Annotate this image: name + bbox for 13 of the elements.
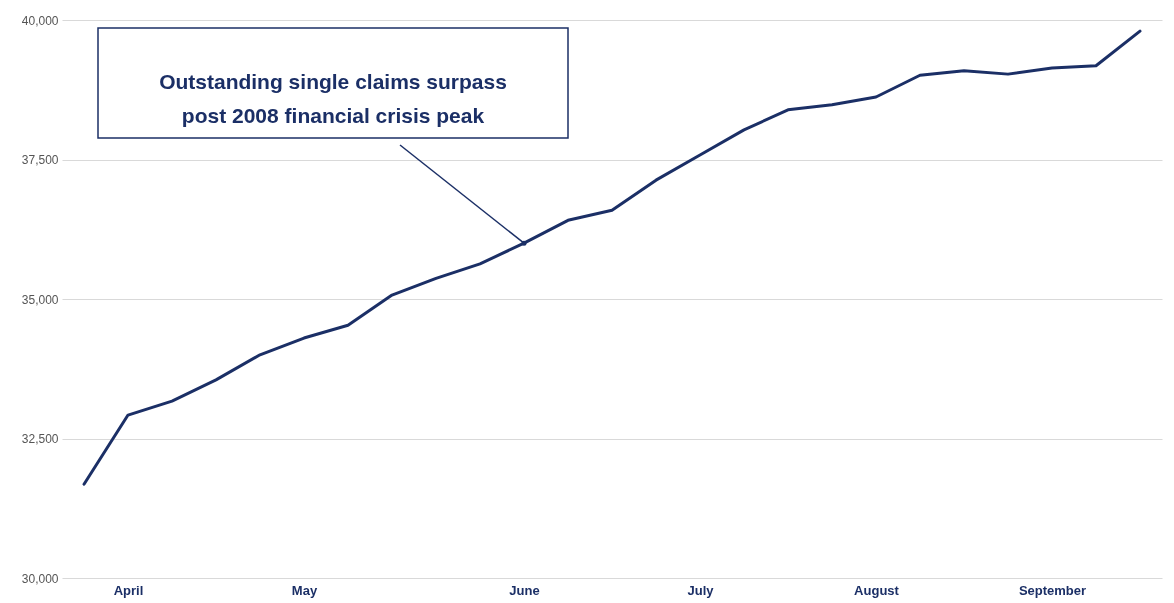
annotation: Outstanding single claims surpass post 2008 financial crisis peak (159, 70, 507, 127)
y-tick-label: 32,500 (21, 432, 59, 446)
x-tick-label: September (1018, 582, 1087, 598)
y-tick-label: 37,500 (21, 153, 59, 167)
x-tick-label: August (854, 582, 900, 598)
x-tick-label: April (113, 582, 144, 598)
x-tick-label: July (687, 582, 715, 598)
x-tick-label: May (291, 582, 318, 598)
y-tick-label: 35,000 (21, 292, 59, 307)
y-tick-label: 30,000 (21, 571, 59, 586)
y-tick-label: 40,000 (21, 13, 59, 28)
line-series (82, 29, 1142, 486)
x-tick-label: June (509, 582, 540, 598)
